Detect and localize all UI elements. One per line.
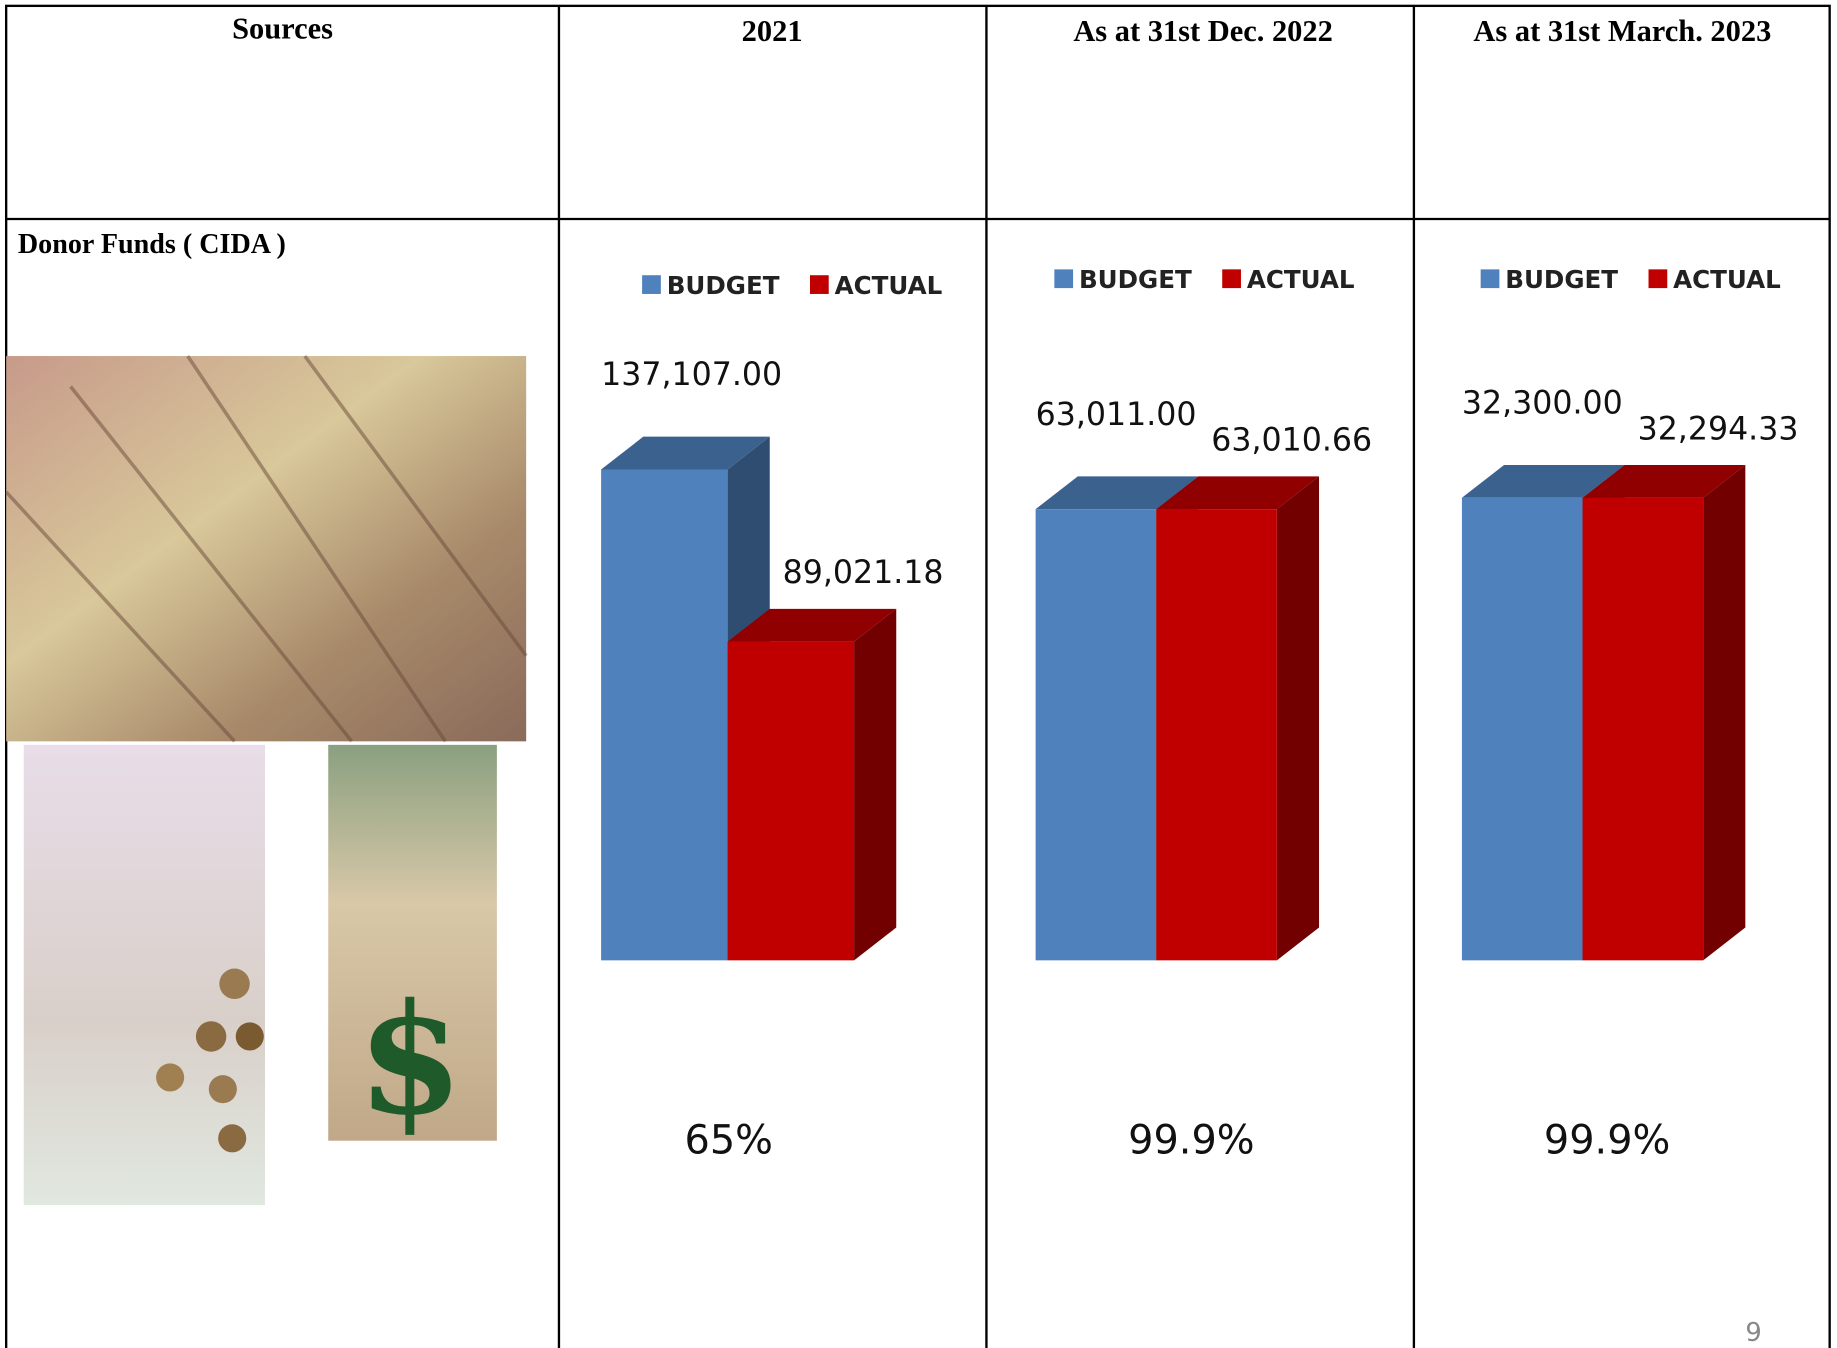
legend-label: ACTUAL	[835, 271, 943, 300]
page-number: 9	[1745, 1318, 1761, 1348]
bar	[1461, 497, 1583, 961]
header-cell: 2021	[742, 14, 803, 48]
legend-label: ACTUAL	[1247, 265, 1355, 294]
legend-swatch	[1648, 269, 1668, 289]
bar-top	[1582, 465, 1746, 498]
bar-top	[1461, 464, 1625, 498]
bar	[1035, 509, 1157, 961]
legend-label: BUDGET	[1505, 265, 1618, 294]
value-label: 32,294.33	[1638, 411, 1799, 447]
bar-side	[854, 608, 897, 961]
value-label: 89,021.18	[783, 555, 944, 591]
bar-side	[1703, 465, 1746, 961]
header-cell: As at 31st Dec. 2022	[1073, 14, 1333, 48]
bar	[727, 641, 855, 961]
annotation: 65%	[685, 1118, 773, 1164]
legend-label: BUDGET	[667, 271, 780, 300]
bar-top	[727, 608, 897, 642]
value-label: 63,011.00	[1036, 397, 1197, 433]
header-cell: As at 31st March. 2023	[1473, 14, 1771, 48]
legend-label: BUDGET	[1079, 265, 1192, 294]
value-label: 63,010.66	[1211, 423, 1372, 459]
bar	[1582, 497, 1704, 961]
value-label: 137,107.00	[601, 357, 782, 393]
legend-swatch	[1480, 269, 1500, 289]
bar-top	[1035, 476, 1199, 510]
bar-top	[601, 436, 770, 470]
bar	[1156, 509, 1277, 961]
legend-swatch	[1054, 269, 1074, 289]
bar	[601, 469, 728, 961]
row-label: Donor Funds ( CIDA )	[18, 229, 286, 260]
legend-swatch	[809, 275, 829, 294]
legend-label: ACTUAL	[1673, 265, 1781, 294]
bar-side	[1276, 476, 1320, 961]
annotation: 99.9%	[1128, 1118, 1254, 1164]
value-label: 32,300.00	[1462, 385, 1623, 421]
svg-text:$: $	[357, 970, 463, 1149]
money-images: $	[4, 354, 528, 1206]
annotation: 99.9%	[1544, 1118, 1670, 1164]
header-cell: Sources	[232, 12, 333, 46]
bar-top	[1156, 476, 1320, 510]
legend-swatch	[1222, 269, 1241, 289]
legend-swatch	[642, 275, 661, 294]
